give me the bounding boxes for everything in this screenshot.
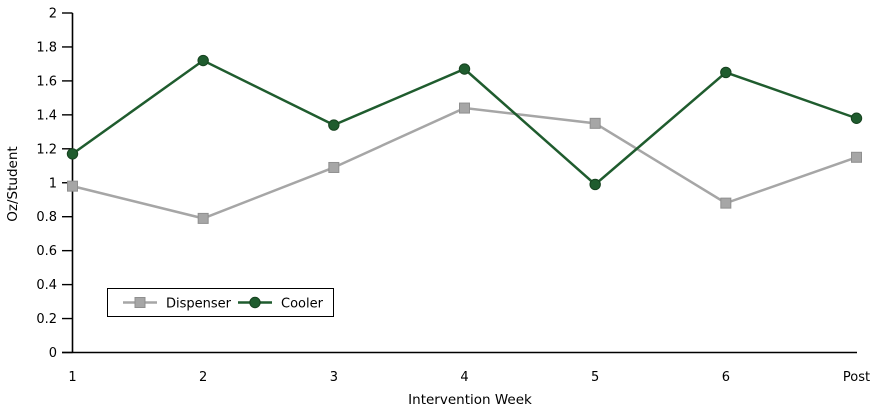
x-tick-label: 3 [330,370,338,385]
marker-cooler-3 [458,63,471,75]
legend-label-dispenser: Dispenser [166,297,232,312]
legend-box [107,288,334,317]
y-tick-label: 0.2 [36,312,57,327]
marker-cooler-1 [197,54,209,67]
y-tick-label: 1.2 [36,142,57,157]
series-line-dispenser [72,106,857,220]
marker-cooler-4 [589,178,601,191]
y-tick-label: 0.8 [36,210,57,225]
marker-dispenser-3 [459,102,470,114]
x-tick-label: 4 [460,370,468,385]
legend-marker-square [134,297,146,308]
marker-cooler-2 [328,119,340,131]
y-axis-title: Oz/Student [5,146,21,221]
y-axis-ticks: 0 0.2 0.4 0.6 0.8 1 1.2 1.4 1.6 1.8 2 [36,7,73,361]
marker-dispenser-2 [328,161,340,173]
marker-cooler-0 [66,148,79,160]
x-tick-label: 2 [199,370,207,385]
y-tick-label: 0 [49,346,57,361]
legend: Dispenser Cooler [107,288,334,317]
y-tick-label: 1.8 [36,40,57,55]
x-axis-category-labels: 1 2 3 4 5 6 Post [68,370,870,385]
legend-label-cooler: Cooler [281,297,324,312]
y-tick-label: 1.4 [36,108,57,123]
x-axis-title: Intervention Week [408,392,532,408]
marker-dispenser-4 [589,117,601,129]
marker-dispenser-6 [851,151,862,163]
x-tick-label: Post [843,370,870,385]
y-tick-label: 0.4 [36,278,57,293]
x-tick-label: 6 [722,370,730,385]
legend-marker-circle [249,296,261,309]
marker-cooler-6 [850,112,863,124]
y-tick-label: 2 [49,7,57,22]
x-tick-label: 5 [591,370,599,385]
series-layer [66,54,863,224]
y-tick-label: 1 [49,176,57,191]
series-line-cooler [71,59,857,187]
y-tick-label: 0.6 [36,244,57,259]
x-tick-label: 1 [68,370,76,385]
y-tick-label: 1.6 [36,74,57,89]
marker-dispenser-1 [197,212,209,224]
marker-cooler-5 [720,66,732,79]
marker-dispenser-0 [67,180,78,192]
marker-dispenser-5 [720,197,732,209]
